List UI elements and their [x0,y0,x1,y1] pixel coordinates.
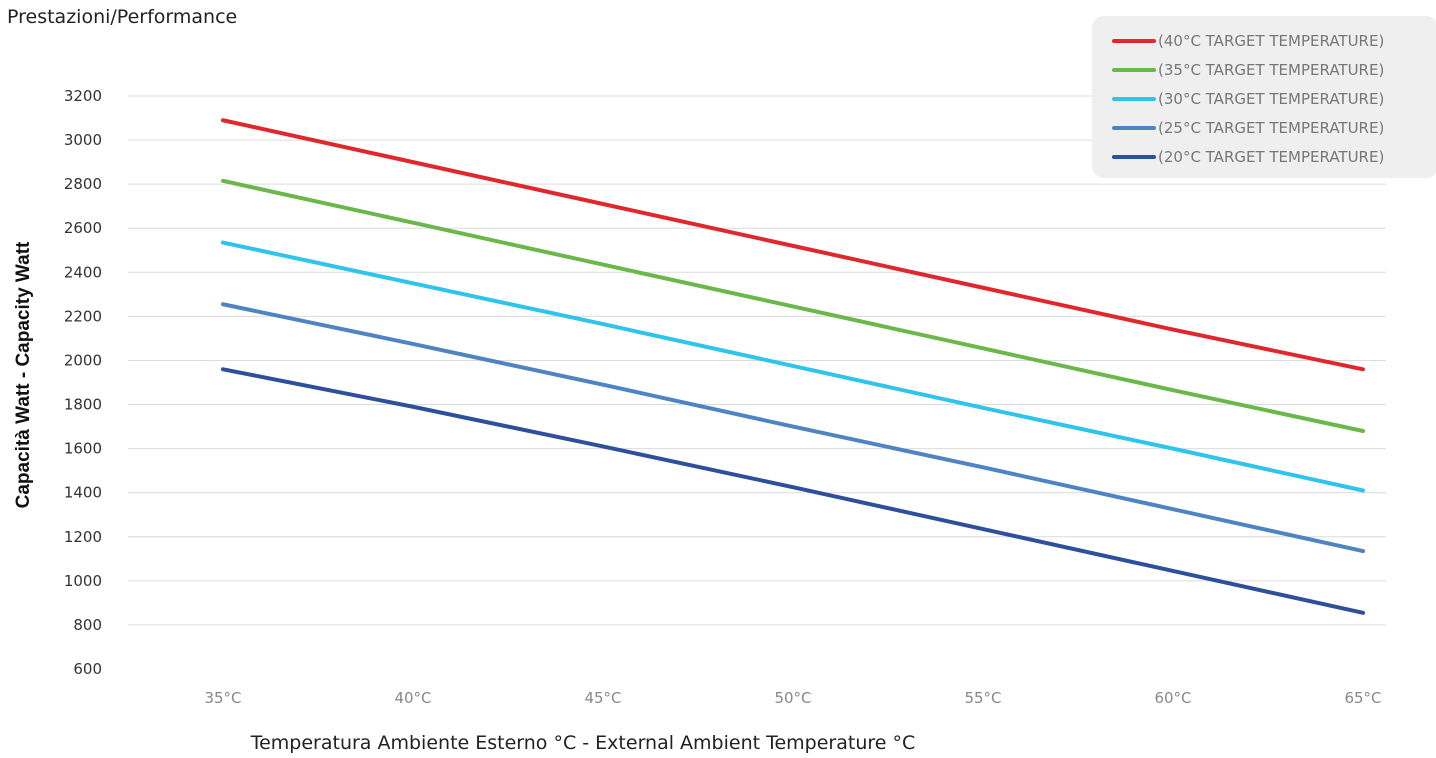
legend-item: (20°C TARGET TEMPERATURE) [1112,146,1384,168]
legend-item: (40°C TARGET TEMPERATURE) [1112,30,1384,52]
y-tick-label: 1800 [64,396,102,414]
y-tick-label: 1600 [64,440,102,458]
y-tick-label: 2000 [64,351,102,369]
y-tick-label: 800 [73,616,102,634]
y-tick-label: 1000 [64,572,102,590]
x-tick-label: 55°C [964,689,1001,707]
x-tick-label: 35°C [204,689,241,707]
series-lines [221,118,1365,615]
y-tick-label: 2600 [64,219,102,237]
y-tick-label: 3000 [64,131,102,149]
legend: (40°C TARGET TEMPERATURE) (35°C TARGET TE… [1092,16,1436,178]
y-tick-label: 3200 [64,87,102,105]
y-tick-label: 1200 [64,528,102,546]
legend-label: (35°C TARGET TEMPERATURE) [1158,61,1385,79]
x-tick-label: 60°C [1154,689,1191,707]
legend-swatch [1112,68,1156,72]
y-tick-label: 2400 [64,263,102,281]
legend-label: (30°C TARGET TEMPERATURE) [1158,90,1385,108]
legend-swatch [1112,155,1156,159]
y-tick-labels: 600 800 1000 1200 1400 1600 1800 2000 2200 2400 26… [64,87,102,678]
y-axis-label: Capacità Watt - Capacity Watt [13,241,34,509]
series-line-4 [221,367,1365,615]
y-tick-label: 600 [73,660,102,678]
x-tick-label: 45°C [584,689,621,707]
y-tick-label: 1400 [64,484,102,502]
x-axis-label: Temperatura Ambiente Esterno °C - Extern… [250,732,916,754]
x-tick-label: 40°C [394,689,431,707]
legend-item: (30°C TARGET TEMPERATURE) [1112,88,1384,110]
legend-item: (35°C TARGET TEMPERATURE) [1112,59,1384,81]
chart-title: Prestazioni/Performance [7,6,238,28]
legend-label: (25°C TARGET TEMPERATURE) [1158,119,1385,137]
legend-swatch [1112,97,1156,101]
series-line-3 [221,302,1365,554]
y-tick-label: 2800 [64,175,102,193]
series-line-2 [221,240,1365,493]
legend-swatch [1112,39,1156,43]
legend-item: (25°C TARGET TEMPERATURE) [1112,117,1384,139]
series-line-1 [221,178,1365,433]
x-tick-labels: 35°C 40°C 45°C 50°C 55°C 60°C 65°C [204,689,1381,707]
y-tick-label: 2200 [64,307,102,325]
x-tick-label: 50°C [774,689,811,707]
legend-swatch [1112,126,1156,130]
legend-label: (20°C TARGET TEMPERATURE) [1158,148,1385,166]
x-tick-label: 65°C [1344,689,1381,707]
series-line-0 [221,118,1365,372]
legend-label: (40°C TARGET TEMPERATURE) [1158,32,1385,50]
